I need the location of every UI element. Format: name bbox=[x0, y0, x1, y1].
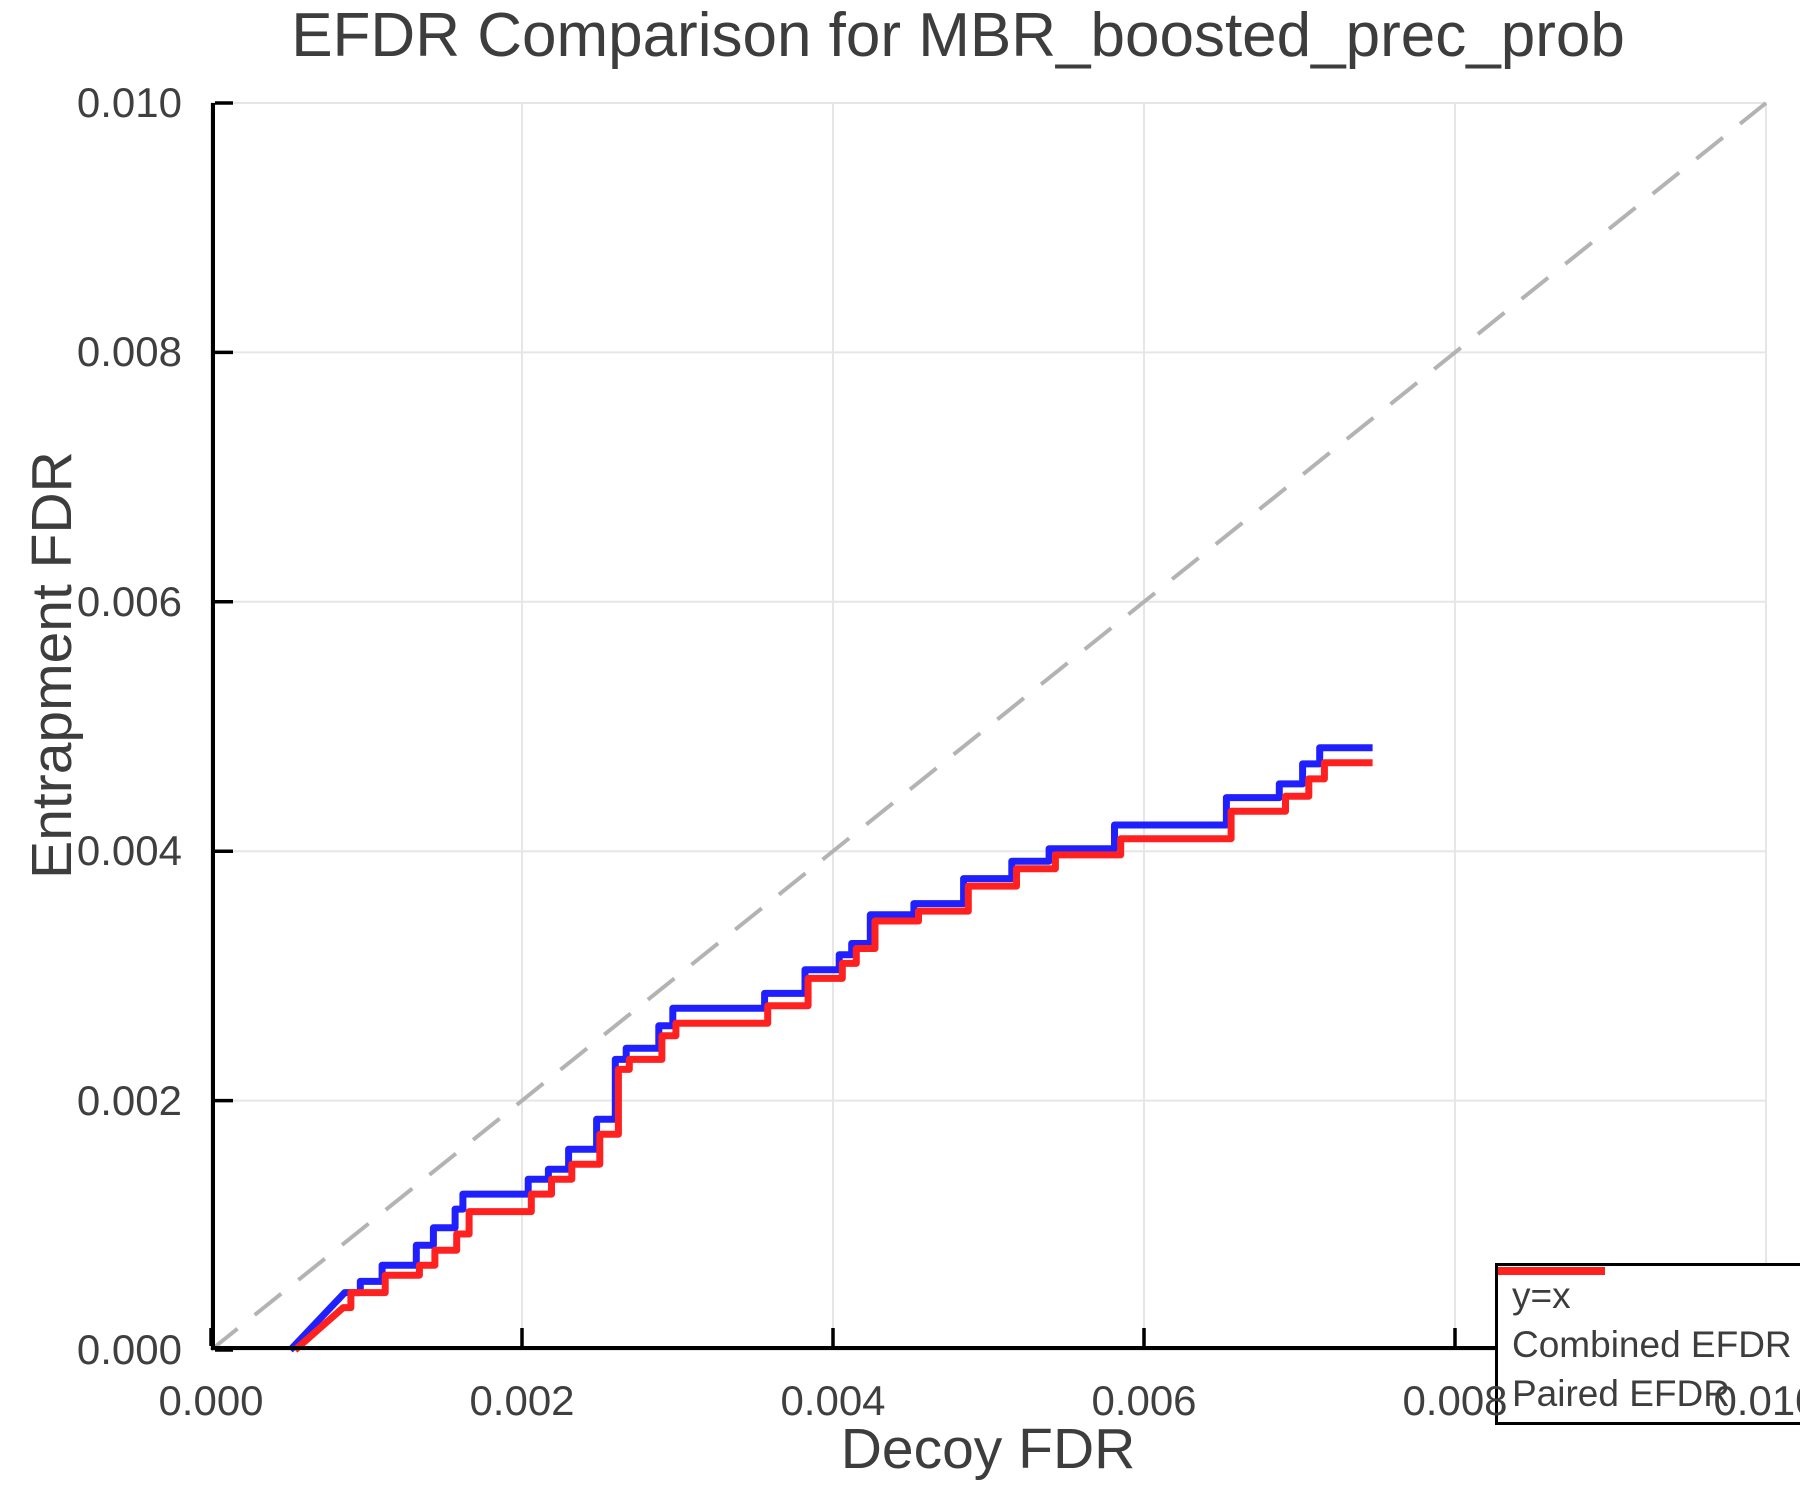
legend-label: Combined EFDR bbox=[1512, 1323, 1792, 1365]
x-tick-label: 0.002 bbox=[469, 1377, 575, 1424]
y-tick-label: 0.004 bbox=[76, 827, 182, 875]
legend: y=x Combined EFDR Paired EFDR bbox=[1495, 1263, 1800, 1425]
legend-row: Paired EFDR bbox=[1498, 1267, 1800, 1414]
legend-row: y=x bbox=[1498, 1268, 1800, 1316]
data-series-lines bbox=[287, 744, 1373, 1353]
y-tick-label: 0.002 bbox=[76, 1076, 182, 1124]
identity-dashed-line bbox=[209, 101, 1768, 1352]
identity-line bbox=[209, 101, 1768, 1352]
x-tick-label: 0.000 bbox=[158, 1377, 264, 1424]
x-tick-label: 0.010 bbox=[1713, 1377, 1800, 1424]
y-tick-label: 0.008 bbox=[76, 328, 182, 376]
legend-line-swatch bbox=[1498, 1267, 1605, 1275]
y-axis-label: Entrapment FDR bbox=[20, 451, 84, 879]
x-tick-label: 0.008 bbox=[1402, 1377, 1508, 1424]
plot-canvas bbox=[209, 101, 1768, 1353]
legend-label: y=x bbox=[1512, 1274, 1571, 1316]
x-axis-label: Decoy FDR bbox=[840, 1417, 1136, 1481]
legend-label: Paired EFDR bbox=[1512, 1372, 1730, 1414]
y-tick-label: 0.006 bbox=[76, 577, 182, 625]
paired-efdr-line bbox=[292, 759, 1373, 1353]
combined-efdr-line bbox=[287, 744, 1373, 1353]
legend-row: Combined EFDR bbox=[1498, 1267, 1800, 1365]
x-tick-label: 0.004 bbox=[780, 1377, 886, 1424]
y-tick-label: 0.000 bbox=[76, 1326, 182, 1373]
gridlines bbox=[210, 102, 1767, 1351]
plot-area: y=x Combined EFDR Paired EFDR bbox=[209, 101, 1800, 1425]
y-tick-label: 0.010 bbox=[76, 79, 182, 126]
x-tick-label: 0.006 bbox=[1091, 1377, 1197, 1424]
chart-title: EFDR Comparison for MBR_boosted_prec_pro… bbox=[291, 1, 1625, 70]
